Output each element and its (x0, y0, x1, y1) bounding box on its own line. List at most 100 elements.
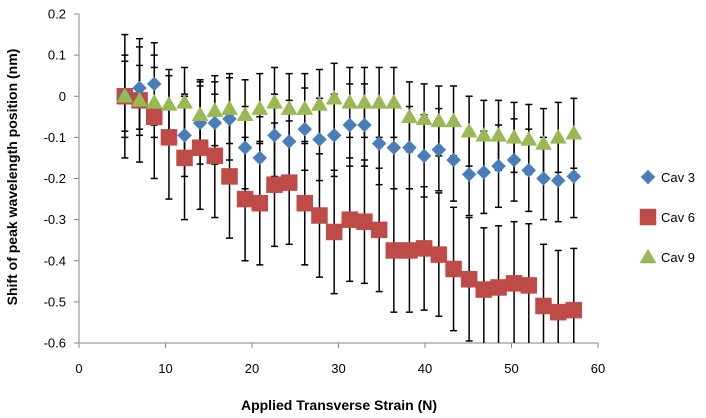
data-point (550, 173, 566, 188)
data-point (296, 100, 314, 115)
data-point (251, 100, 269, 115)
data-point (401, 242, 418, 259)
y-tick-label: -0.1 (44, 130, 66, 145)
data-point (206, 102, 224, 117)
data-point (146, 76, 162, 92)
data-point (476, 164, 492, 180)
y-tick-label: 0 (59, 89, 66, 104)
data-point (371, 136, 387, 151)
data-point (312, 132, 327, 147)
legend-label: Cav 3 (661, 170, 695, 185)
data-point (520, 277, 538, 294)
data-point (252, 150, 268, 166)
y-tick-label: 0.2 (48, 7, 66, 22)
data-point (311, 207, 328, 224)
data-point (251, 194, 269, 212)
y-tick-label: -0.6 (44, 336, 66, 351)
data-point (402, 140, 417, 156)
data-point (236, 106, 254, 122)
data-point (177, 127, 192, 143)
data-point (267, 127, 282, 143)
data-point (311, 95, 328, 111)
data-point (131, 91, 148, 107)
data-point (490, 126, 507, 142)
plot-area: 0.2 0.1 0 -0.1 -0.2 -0.3 -0.4 -0.5 -0.6 0 10 20 30 40… (44, 7, 606, 377)
data-point (460, 122, 478, 138)
data-point (341, 211, 358, 228)
data-point (266, 93, 283, 109)
data-point (191, 139, 209, 156)
data-point (236, 190, 254, 208)
data-point (461, 167, 477, 182)
data-point (445, 260, 462, 278)
data-point (281, 134, 297, 149)
data-point (416, 148, 432, 164)
data-point (176, 93, 193, 109)
data-point (222, 111, 237, 127)
data-point (206, 147, 224, 165)
data-point (475, 126, 493, 142)
data-point (160, 95, 178, 111)
data-point (460, 271, 478, 288)
x-tick-label: 60 (591, 361, 605, 376)
data-point (356, 93, 373, 109)
y-tick-label: 0.1 (48, 48, 66, 63)
data-point (415, 110, 433, 126)
data-point (280, 174, 298, 191)
data-point (535, 135, 552, 150)
data-point (342, 117, 358, 133)
data-point (386, 140, 402, 156)
data-point (430, 112, 448, 128)
data-point (325, 223, 343, 241)
legend: Cav 3 Cav 6 Cav 9 (639, 169, 695, 265)
legend-item: Cav 6 (639, 208, 695, 226)
data-point (535, 297, 552, 315)
data-point (116, 87, 134, 103)
data-point (221, 100, 238, 115)
data-point (280, 100, 298, 115)
x-tick-label: 40 (418, 361, 432, 376)
data-point (506, 152, 522, 168)
legend-item: Cav 9 (639, 248, 695, 265)
data-point (475, 281, 493, 298)
data-point (357, 117, 372, 133)
data-point (549, 303, 567, 321)
data-point (446, 152, 461, 168)
data-point (160, 129, 178, 146)
data-point (207, 115, 223, 131)
data-point (385, 93, 403, 109)
data-point (536, 171, 551, 186)
data-point (566, 169, 582, 184)
data-point (549, 128, 567, 144)
y-tick-label: -0.4 (44, 253, 66, 268)
legend-marker (640, 169, 656, 185)
legend-label: Cav 6 (661, 210, 695, 225)
data-point (400, 108, 418, 124)
data-point (505, 275, 523, 292)
legend-item: Cav 3 (640, 169, 695, 185)
data-point (237, 140, 253, 156)
data-point (505, 128, 523, 144)
data-point (145, 93, 163, 109)
legend-marker (639, 208, 657, 226)
data-point (415, 240, 433, 257)
data-point (521, 162, 537, 178)
data-point (266, 176, 283, 193)
y-tick-label: -0.2 (44, 171, 66, 186)
data-point (341, 93, 359, 109)
data-point (520, 130, 538, 146)
data-point (146, 108, 163, 126)
y-tick-label: -0.5 (44, 294, 66, 309)
data-point (370, 221, 388, 239)
y-tick-label: -0.3 (44, 212, 66, 227)
data-point (565, 301, 583, 319)
data-point (445, 112, 462, 128)
x-tick-label: 0 (75, 361, 82, 376)
y-axis-title: Shift of peak wavelength position (nm) (4, 49, 20, 306)
x-tick-label: 20 (245, 361, 259, 376)
legend-marker (639, 248, 657, 264)
data-point (490, 279, 507, 296)
data-point (430, 246, 448, 263)
data-point (370, 93, 388, 109)
